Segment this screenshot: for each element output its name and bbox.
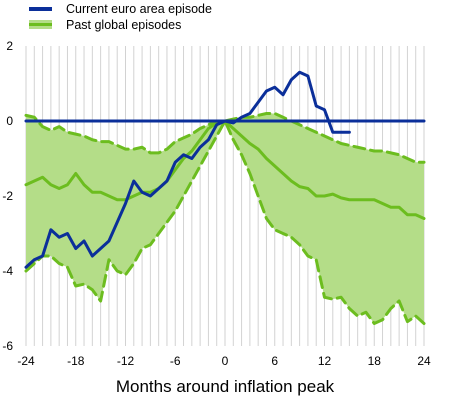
legend-label-current: Current euro area episode [66, 2, 212, 16]
x-tick-label: 6 [271, 354, 278, 368]
y-tick-label: 2 [6, 39, 13, 53]
legend-label-past: Past global episodes [66, 18, 181, 32]
x-tick-label: -6 [170, 354, 181, 368]
series-layer [24, 70, 426, 325]
y-tick-label: -4 [2, 264, 13, 278]
y-tick-label: 0 [6, 114, 13, 128]
legend-item-past: Past global episodes [29, 18, 181, 32]
y-tick-label: -6 [2, 339, 13, 353]
x-tick-label: -24 [17, 354, 35, 368]
past-episodes-lower-bound [24, 119, 426, 325]
y-tick-label: -2 [2, 189, 13, 203]
x-tick-label: 12 [318, 354, 332, 368]
past-episodes-band [26, 113, 424, 324]
x-tick-label: 18 [368, 354, 382, 368]
legend: Current euro area episode Past global ep… [29, 2, 212, 32]
y-tick-labels: 2 0 -2 -4 -6 [2, 39, 13, 353]
current-episode-line [24, 70, 351, 269]
x-tick-label: -12 [117, 354, 135, 368]
x-tick-label: 0 [222, 354, 229, 368]
x-tick-label: -18 [67, 354, 85, 368]
x-tick-labels: -24 -18 -12 -6 0 6 12 18 24 [17, 354, 431, 368]
x-tick-label: 24 [417, 354, 431, 368]
legend-item-current: Current euro area episode [29, 2, 212, 16]
x-axis-label: Months around inflation peak [116, 377, 335, 396]
